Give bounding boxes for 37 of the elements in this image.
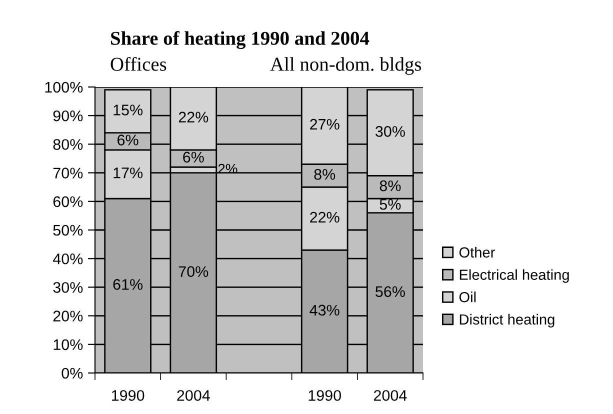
y-tick-label: 0% [62, 368, 83, 379]
data-label: 5% [380, 199, 401, 210]
legend-label: Electrical heating [460, 269, 569, 283]
legend-label: Oil [459, 292, 476, 302]
y-tick-label: 60% [53, 196, 83, 208]
data-label: 56% [376, 286, 405, 298]
data-label: 30% [375, 126, 405, 137]
text: All non-dom. bldgs [270, 57, 422, 75]
legend-label: District heating [460, 314, 554, 328]
y-tick-label: 70% [53, 168, 83, 178]
y-tick-label: 80% [53, 139, 83, 150]
x-tick-label: 2004 [374, 390, 407, 401]
y-tick-label: 30% [53, 282, 83, 293]
data-label: 61% [113, 279, 143, 290]
data-label: 15% [114, 104, 143, 116]
legend-label: Other [459, 246, 495, 258]
x-tick-label: 2004 [177, 390, 210, 401]
y-tick-label: 50% [53, 224, 83, 236]
y-tick-label: 10% [54, 339, 83, 350]
data-label: 22% [178, 112, 208, 122]
data-label: 43% [310, 304, 340, 316]
data-label: 27% [310, 118, 340, 130]
y-tick-label: 90% [53, 110, 83, 122]
y-tick-label: 100% [45, 82, 83, 93]
data-label: 70% [178, 266, 208, 277]
y-tick-label: 20% [53, 310, 83, 322]
data-label: 17% [114, 168, 143, 178]
text: Offices [110, 56, 166, 71]
x-tick-label: 1990 [308, 390, 341, 401]
y-tick-label: 40% [52, 253, 83, 264]
data-label: 8% [314, 168, 336, 180]
x-tick-label: 1990 [112, 390, 144, 401]
chart-title: Share of heating 1990 and 2004 [111, 31, 370, 49]
data-label: 22% [310, 212, 340, 223]
data-label: 6% [183, 152, 204, 163]
data-label: 6% [118, 134, 138, 146]
data-label: 8% [380, 180, 401, 192]
